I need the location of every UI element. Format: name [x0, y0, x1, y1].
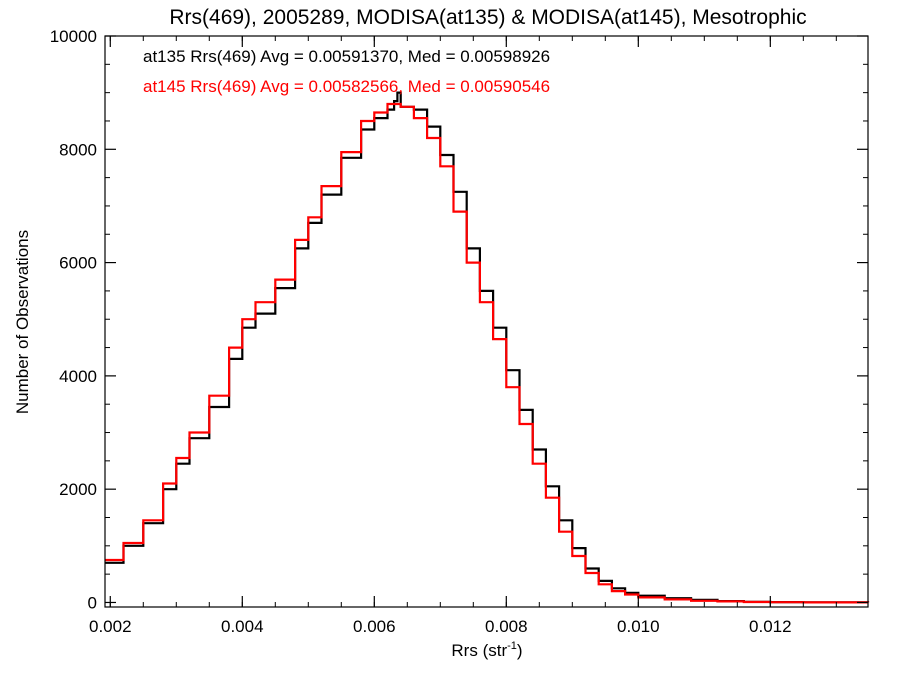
series-line-0	[105, 91, 870, 604]
y-tick-label: 6000	[59, 254, 97, 273]
y-tick-label: 2000	[59, 480, 97, 499]
x-tick-label: 0.010	[617, 617, 660, 636]
x-tick-label: 0.004	[221, 617, 264, 636]
y-tick-label: 4000	[59, 367, 97, 386]
x-tick-label: 0.002	[89, 617, 132, 636]
y-tick-label: 10000	[50, 27, 97, 46]
data-layer	[105, 91, 870, 604]
x-tick-label: 0.012	[749, 617, 792, 636]
x-axis-label-exponent: -1	[507, 640, 517, 652]
series-line-1	[105, 102, 870, 604]
y-axis-label: Number of Observations	[13, 230, 32, 414]
annotation-at145-stats: at145 Rrs(469) Avg = 0.00582566, Med = 0…	[143, 77, 550, 96]
axes-layer: 0.002 0.004 0.006 0.008 0.010 0.012 0 2000 4000 6…	[50, 27, 869, 636]
x-axis-label-suffix: )	[517, 641, 523, 660]
annotation-at135-stats: at135 Rrs(469) Avg = 0.00591370, Med = 0…	[143, 47, 550, 66]
x-tick-label: 0.006	[353, 617, 396, 636]
x-tick-label: 0.008	[485, 617, 528, 636]
x-axis-label: Rrs (str-1)	[451, 640, 522, 660]
y-tick-label: 0	[88, 593, 97, 612]
y-tick-label: 8000	[59, 140, 97, 159]
chart-title: Rrs(469), 2005289, MODISA(at135) & MODIS…	[169, 6, 806, 29]
x-axis-label-main: Rrs (str	[451, 641, 507, 660]
plot-frame	[104, 35, 869, 608]
